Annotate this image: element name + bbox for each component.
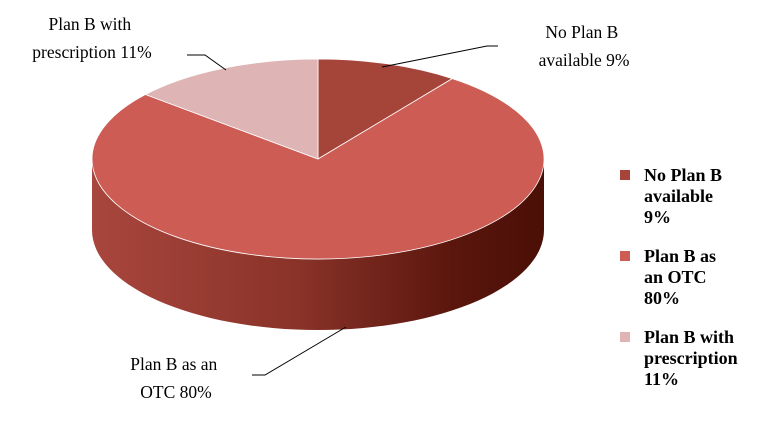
data-label-plan-b-otc: Plan B as an OTC 80% [130, 354, 221, 402]
legend-label-line: available [644, 186, 714, 206]
pie-slice-plan-b-otc [91, 78, 545, 260]
leader-line-plan-b-otc [252, 326, 347, 376]
data-label-no-plan-b: No Plan B available 9% [539, 22, 630, 70]
leader-line-plan-b-prescription [187, 54, 227, 71]
legend-label-line: prescription [644, 348, 738, 368]
legend-label-line: No Plan B [644, 165, 723, 185]
legend-label-line: Plan B with [644, 327, 735, 347]
legend-item-plan-b-otc: Plan B as an OTC 80% [620, 246, 770, 309]
pie-slice-no-plan-b [317, 58, 454, 160]
legend-label-line: an OTC [644, 267, 707, 287]
legend-label-line: 80% [644, 288, 680, 308]
legend-label-line: 9% [644, 207, 671, 227]
legend-label-line: 11% [644, 369, 680, 389]
data-label-plan-b-prescription: Plan B with prescription 11% [32, 14, 151, 62]
legend-item-plan-b-prescription: Plan B with prescription 11% [620, 327, 770, 390]
pie-side-wall [92, 159, 544, 330]
legend-swatch-plan-b-otc [620, 251, 630, 261]
chart-legend: No Plan B available 9% Plan B as an OTC … [620, 165, 770, 390]
leader-line-no-plan-b [381, 45, 498, 68]
legend-swatch-no-plan-b [620, 170, 630, 180]
legend-swatch-plan-b-prescription [620, 332, 630, 342]
legend-item-no-plan-b: No Plan B available 9% [620, 165, 770, 228]
legend-label-line: Plan B as [644, 246, 717, 266]
